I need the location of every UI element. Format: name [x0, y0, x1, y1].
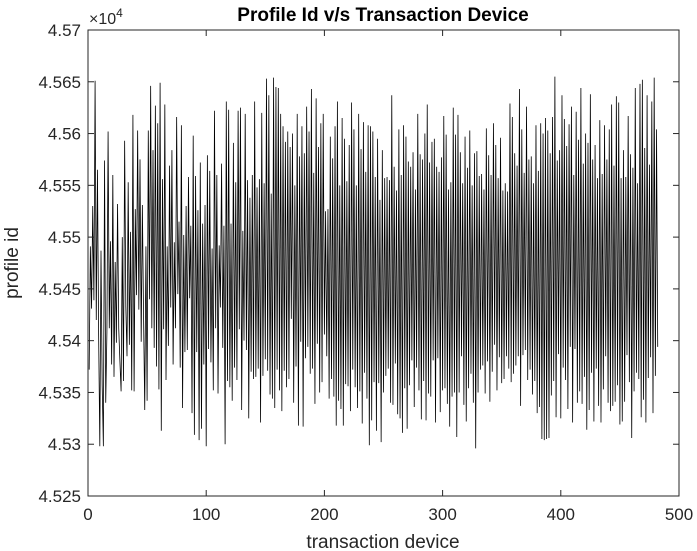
chart-title: Profile Id v/s Transaction Device — [237, 5, 528, 26]
x-axis-label: transaction device — [306, 532, 459, 551]
x-tick-label: 0 — [83, 505, 92, 524]
y-tick-label: 4.53 — [48, 435, 81, 454]
x-tick-label: 500 — [665, 505, 693, 524]
y-axis-label: profile id — [2, 227, 23, 299]
series-line — [88, 76, 659, 449]
y-tick-label: 4.555 — [38, 176, 81, 195]
ticks-layer: 0 100 200 300 400 500 4.525 4.53 4.535 4.54 4.545 4… — [38, 21, 693, 524]
y-tick-label: 4.57 — [48, 21, 81, 40]
y-multiplier-base: ×10 — [89, 11, 116, 28]
y-tick-label: 4.565 — [38, 73, 81, 92]
x-tick-label: 100 — [192, 505, 220, 524]
y-tick-label: 4.525 — [38, 487, 81, 506]
x-tick-label: 400 — [547, 505, 575, 524]
y-tick-label: 4.55 — [48, 228, 81, 247]
y-multiplier: ×104 — [89, 6, 123, 28]
axes-box — [87, 29, 680, 497]
x-tick-label: 200 — [310, 505, 338, 524]
y-multiplier-exponent: 4 — [116, 6, 123, 20]
y-tick-label: 4.535 — [38, 383, 81, 402]
x-tick-label: 300 — [428, 505, 456, 524]
y-tick-label: 4.54 — [48, 332, 81, 351]
y-tick-label: 4.545 — [38, 280, 81, 299]
y-tick-label: 4.56 — [48, 125, 81, 144]
series-layer — [88, 76, 659, 449]
